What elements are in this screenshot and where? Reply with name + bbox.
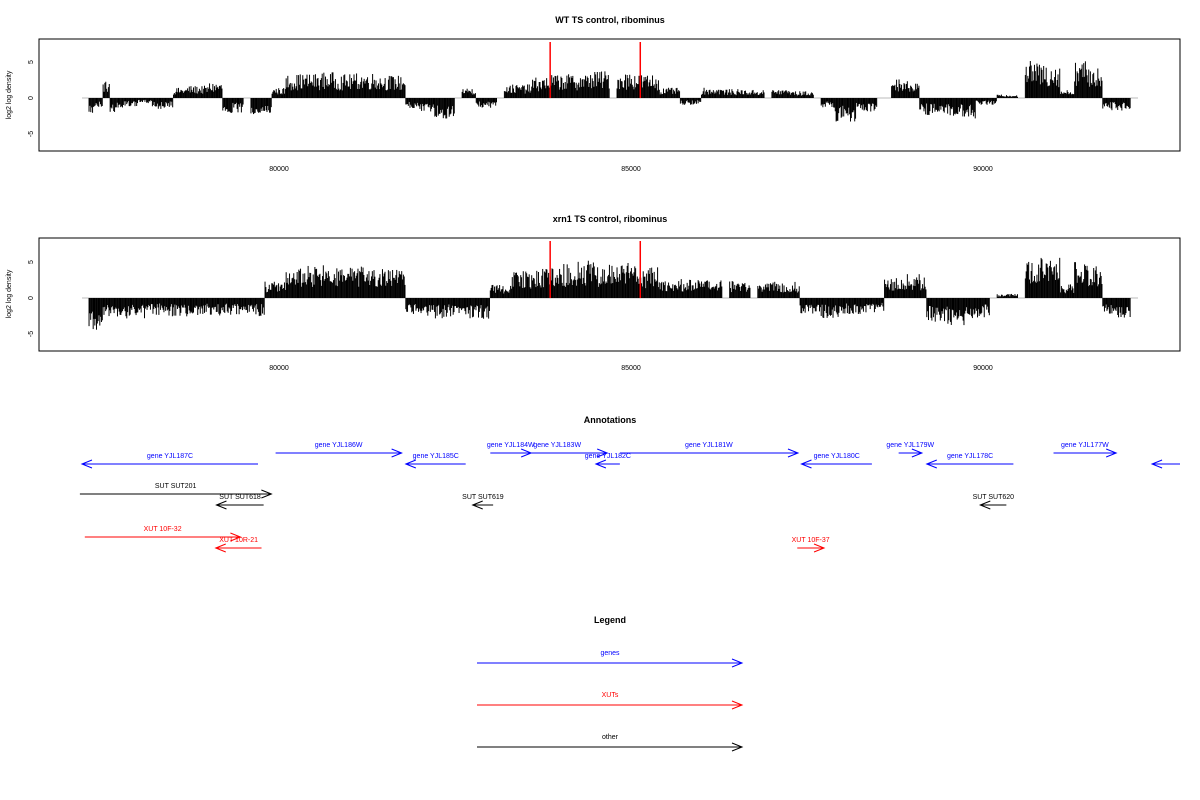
panel-title: WT TS control, ribominus <box>555 15 665 25</box>
arrowhead <box>596 448 609 458</box>
density-bars <box>82 241 1138 330</box>
plot-frame <box>38 38 1181 152</box>
feature-label: XUT 10F-32 <box>144 526 182 533</box>
feature-annotation: SUT SUT620 <box>973 494 1015 510</box>
arrowhead <box>471 500 483 510</box>
legend-label: other <box>602 734 619 741</box>
plot-frame <box>38 237 1181 352</box>
y-axis-label: log2 log density <box>6 70 13 119</box>
arrowhead <box>978 500 991 510</box>
arrowhead <box>925 459 937 469</box>
feature-label: gene YJL177W <box>1061 442 1109 449</box>
feature-label: gene YJL179W <box>886 442 934 449</box>
feature-label: gene YJL178C <box>947 453 993 460</box>
feature-annotation: gene YJL184W <box>487 442 535 458</box>
feature-label: gene YJL182C <box>585 453 631 460</box>
feature-arrows: gene YJL187C gene YJL186W gene YJL185C gene… <box>79 442 1180 553</box>
legend-item: XUTs <box>477 692 744 710</box>
feature-label: XUT 10R-21 <box>219 537 258 544</box>
arrowhead <box>80 459 93 469</box>
arrowhead <box>813 543 826 553</box>
x-tick-label: 85000 <box>621 365 641 372</box>
feature-label: gene YJL181W <box>685 442 733 449</box>
feature-label: SUT SUT619 <box>462 494 504 501</box>
feature-annotation: gene YJL187C <box>80 453 258 469</box>
panel-title: xrn1 TS control, ribominus <box>553 214 668 224</box>
feature-label: gene YJL184W <box>487 442 535 449</box>
feature-label: gene YJL187C <box>147 453 193 460</box>
y-tick-label: -5 <box>28 131 35 137</box>
legend-panel: Legend genes XUTs other <box>477 615 744 752</box>
feature-annotation: gene YJL185C <box>404 453 466 469</box>
annotations-title: Annotations <box>584 415 637 425</box>
legend-item: other <box>477 734 744 752</box>
legend-label: genes <box>600 650 620 657</box>
feature-label: gene YJL180C <box>814 453 860 460</box>
legend-item: genes <box>477 650 744 668</box>
y-tick-label: 5 <box>28 260 35 264</box>
y-tick-label: -5 <box>28 331 35 337</box>
x-tick-label: 80000 <box>269 365 289 372</box>
feature-annotation: XUT 10F-32 <box>84 526 242 542</box>
x-tick-label: 85000 <box>621 166 641 173</box>
arrowhead <box>1105 448 1118 458</box>
arrowhead <box>391 448 403 458</box>
feature-annotation: SUT SUT618 <box>215 494 264 510</box>
feature-annotation: gene YJL179W <box>886 442 935 458</box>
track-panel-xrn1: xrn1 TS control, ribominus log2 log dens… <box>6 214 1181 372</box>
arrowhead <box>404 459 417 469</box>
y-tick-label: 0 <box>28 96 35 100</box>
feature-label: SUT SUT618 <box>219 494 261 501</box>
x-tick-label: 90000 <box>973 365 993 372</box>
y-tick-label: 0 <box>28 296 35 300</box>
arrowhead <box>731 658 744 668</box>
arrowhead <box>214 543 226 553</box>
feature-label: XUT 10F-37 <box>792 537 830 544</box>
feature-label: SUT SUT201 <box>155 483 197 490</box>
arrowhead <box>261 489 273 499</box>
feature-annotation: gene YJL183W <box>507 442 609 458</box>
y-tick-label: 5 <box>28 60 35 64</box>
arrowhead <box>731 700 744 710</box>
arrowhead <box>731 742 744 752</box>
feature-annotation: gene YJL178C <box>925 453 1014 469</box>
arrowhead <box>230 532 242 542</box>
arrowhead <box>215 500 227 510</box>
feature-annotation: gene YJL181W <box>619 442 800 458</box>
arrowhead <box>1150 459 1163 469</box>
x-tick-label: 80000 <box>269 166 289 173</box>
feature-label: SUT SUT620 <box>973 494 1015 501</box>
x-tick-label: 90000 <box>973 166 993 173</box>
feature-annotation: SUT SUT619 <box>462 494 504 510</box>
feature-annotation: gene YJL180C <box>800 453 872 469</box>
feature-annotation: gene YJL182C <box>585 453 631 469</box>
y-axis-label: log2 log density <box>6 269 13 318</box>
legend-label: XUTs <box>602 692 619 699</box>
feature-annotation: SUT SUT201 <box>79 483 273 499</box>
feature-annotation: XUT 10R-21 <box>214 537 262 553</box>
legend-items: genes XUTs other <box>477 650 744 752</box>
feature-annotation: gene YJL186W <box>275 442 403 458</box>
feature-label: gene YJL185C <box>413 453 459 460</box>
arrowhead <box>787 448 800 458</box>
feature-annotation: XUT 10F-37 <box>792 537 830 553</box>
arrowhead <box>594 459 607 469</box>
arrowhead <box>911 448 924 458</box>
arrowhead <box>800 459 812 469</box>
legend-title: Legend <box>594 615 626 625</box>
density-bars <box>82 42 1138 122</box>
track-panel-wt: WT TS control, ribominus log2 log densit… <box>6 15 1181 173</box>
feature-label: gene YJL186W <box>315 442 363 449</box>
feature-annotation <box>1150 459 1180 469</box>
feature-annotation: gene YJL177W <box>1053 442 1118 458</box>
feature-label: gene YJL183W <box>533 442 581 449</box>
